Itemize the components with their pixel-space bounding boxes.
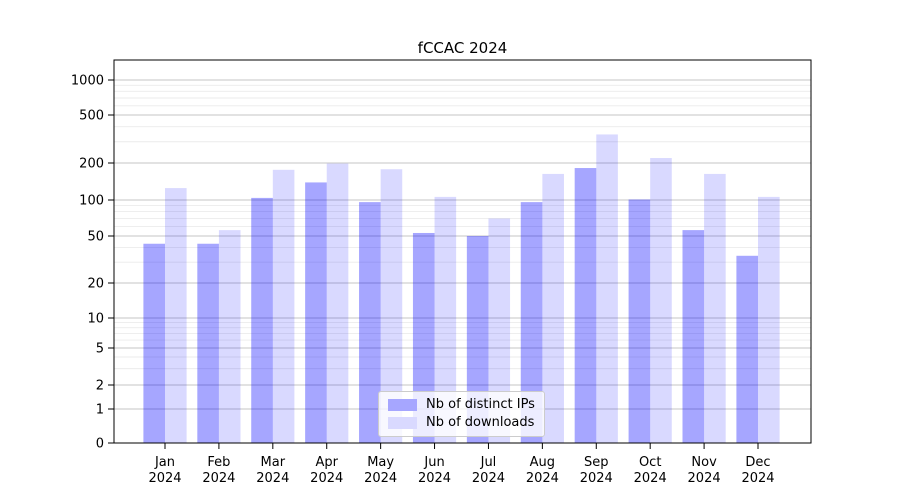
x-tick-label-year: 2024 <box>472 471 505 486</box>
x-tick-label-year: 2024 <box>418 471 451 486</box>
y-tick-label: 20 <box>87 277 104 292</box>
x-tick-label-year: 2024 <box>526 471 559 486</box>
bar-series-1 <box>165 134 780 444</box>
x-tick-label-month: Dec <box>745 455 770 470</box>
bar-aug-s0 <box>520 202 543 443</box>
x-tick-label-year: 2024 <box>580 471 613 486</box>
x-tick-label-year: 2024 <box>634 471 667 486</box>
bar-mar-s1 <box>272 169 295 443</box>
x-tick-label-month: Nov <box>691 455 717 470</box>
legend-entry-distinct-ips: Nb of distinct IPs <box>388 398 535 412</box>
legend-label-distinct-ips: Nb of distinct IPs <box>426 397 535 412</box>
y-axis: 0 1 2 5 10 20 50 100 200 500 1000 <box>71 74 114 452</box>
x-tick-label-year: 2024 <box>688 471 721 486</box>
bar-jun-s0 <box>412 232 435 443</box>
legend-label-downloads: Nb of downloads <box>426 415 535 430</box>
y-tick-label: 0 <box>96 437 104 452</box>
x-axis: Jan2024Feb2024Mar2024Apr2024May2024Jun20… <box>148 443 775 486</box>
bar-jan-s0 <box>143 243 165 443</box>
legend: Nb of distinct IPs Nb of downloads <box>378 391 545 437</box>
bar-mar-s0 <box>251 197 273 443</box>
bar-feb-s1 <box>218 230 241 443</box>
x-tick-label-month: Feb <box>207 455 230 470</box>
y-tick-label: 50 <box>87 230 104 245</box>
y-tick-label: 500 <box>79 109 104 124</box>
bar-may-s0 <box>359 202 381 443</box>
y-tick-label: 5 <box>96 342 104 357</box>
x-tick-label-year: 2024 <box>256 471 289 486</box>
bar-may-s1 <box>380 169 403 444</box>
plot-border <box>113 59 812 444</box>
x-tick-label-year: 2024 <box>364 471 397 486</box>
bar-apr-s1 <box>326 163 349 443</box>
x-tick-label-year: 2024 <box>202 471 235 486</box>
x-tick-label-month: Aug <box>530 455 555 470</box>
bar-jul-s1 <box>488 218 511 443</box>
minor-gridlines <box>114 84 811 370</box>
x-tick-label-month: May <box>367 455 394 470</box>
bar-oct-s1 <box>650 158 672 443</box>
y-tick-label: 200 <box>79 157 104 172</box>
x-tick-label-year: 2024 <box>148 471 181 486</box>
x-tick-label-month: Mar <box>261 455 286 470</box>
legend-swatch-downloads <box>388 417 417 429</box>
x-tick-label-month: Jun <box>423 455 444 470</box>
bar-oct-s0 <box>628 199 651 443</box>
bar-dec-s1 <box>758 196 780 443</box>
bar-nov-s1 <box>704 173 726 443</box>
y-tick-label: 100 <box>79 194 104 209</box>
legend-entry-downloads: Nb of downloads <box>388 416 535 430</box>
bar-jun-s1 <box>434 196 457 443</box>
x-tick-label-month: Sep <box>584 455 609 470</box>
x-tick-label-month: Apr <box>315 455 338 470</box>
y-tick-label: 1000 <box>71 74 104 89</box>
bar-feb-s0 <box>197 243 219 443</box>
bar-jan-s1 <box>165 188 187 443</box>
bar-sep-s1 <box>596 134 618 443</box>
y-tick-label: 2 <box>96 379 104 394</box>
chart-title: fCCAC 2024 <box>417 39 508 57</box>
x-tick-label-month: Jul <box>480 455 497 470</box>
x-tick-label-year: 2024 <box>741 471 774 486</box>
bar-nov-s0 <box>682 230 705 443</box>
x-tick-label-month: Oct <box>639 455 661 470</box>
bar-apr-s0 <box>305 182 327 443</box>
x-tick-label-month: Jan <box>154 455 175 470</box>
legend-swatch-distinct-ips <box>388 399 417 411</box>
x-tick-label-year: 2024 <box>310 471 343 486</box>
bar-dec-s0 <box>736 255 758 443</box>
y-tick-label: 10 <box>87 312 104 327</box>
bar-aug-s1 <box>542 173 564 443</box>
y-tick-label: 1 <box>96 403 104 418</box>
bar-sep-s0 <box>574 168 597 443</box>
